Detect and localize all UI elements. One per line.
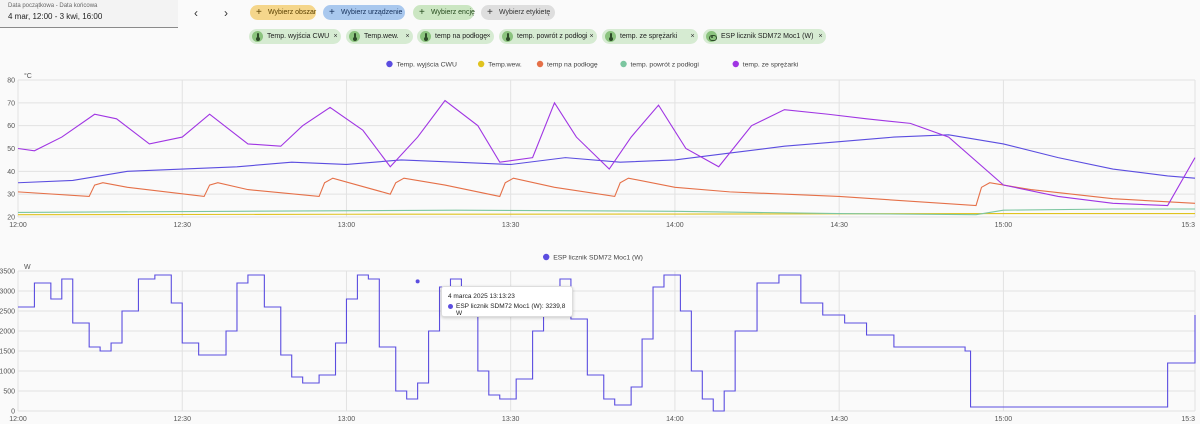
power-chart: 0 500 1000 1500 2000 2500 3000 3500 W 12:00 12:30 1… (0, 253, 1196, 423)
remove-chip-button[interactable]: × (405, 33, 410, 40)
thermometer-icon (252, 31, 263, 42)
target-picker-label: Wybierz encję (431, 9, 475, 16)
y-tick-label: 40 (7, 169, 15, 176)
legend-marker (477, 60, 485, 68)
y-tick-label: 1000 (0, 369, 15, 376)
tooltip-point (415, 279, 420, 284)
thermometer-icon (502, 31, 513, 42)
entity-chip[interactable]: temp. powrót z podłogi × (499, 29, 597, 44)
series-line (17, 134, 1196, 184)
x-tick-label: 12:30 (173, 222, 191, 229)
y-tick-label: 0 (11, 409, 15, 416)
target-picker-label: Wybierz etykietę (499, 9, 551, 16)
thermometer-icon (605, 31, 616, 42)
entity-chip-label: temp. ze sprężarki (620, 33, 678, 40)
thermometer-icon (349, 31, 360, 42)
entity-chip[interactable]: temp. ze sprężarki × (602, 29, 698, 44)
legend-label: temp. powrót z podłogi (631, 62, 700, 69)
entity-chip-label: Temp. wyjścia CWU (267, 33, 330, 40)
legend-label: temp. ze sprężarki (743, 62, 799, 69)
legend-marker (543, 253, 550, 261)
date-range-picker[interactable]: Data początkowa - Data końcowa 4 mar, 12… (0, 0, 178, 28)
y-tick-label: 3000 (0, 289, 15, 296)
y-tick-label: 20 (7, 215, 15, 222)
remove-chip-button[interactable]: × (818, 33, 823, 40)
series-line (17, 213, 1195, 216)
next-period-button[interactable]: › (224, 6, 228, 20)
plus-icon: + (419, 7, 425, 18)
target-picker-2[interactable]: + Wybierz encję (413, 5, 475, 20)
remove-chip-button[interactable]: × (486, 33, 491, 40)
remove-chip-button[interactable]: × (333, 33, 338, 40)
x-tick-label: 14:30 (830, 222, 848, 229)
legend-marker (536, 60, 544, 68)
entity-chip-label: temp na podłogę (435, 33, 488, 40)
date-range-label: Data początkowa - Data końcowa (8, 3, 98, 9)
x-tick-label: 13:30 (502, 416, 520, 423)
x-tick-label: 13:30 (502, 222, 520, 229)
y-tick-label: 70 (7, 100, 15, 107)
legend-marker (620, 60, 627, 68)
x-tick-label: 13:00 (338, 416, 356, 423)
plus-icon: + (256, 7, 262, 18)
y-tick-label: 3500 (0, 269, 15, 276)
entity-chip-label: Temp.wew. (364, 33, 399, 40)
legend-label: ESP licznik SDM72 Moc1 (W) (553, 255, 643, 262)
remove-chip-button[interactable]: × (589, 33, 594, 40)
entity-chip[interactable]: Temp.wew. × (346, 29, 413, 44)
legend-label: Temp.wew. (488, 62, 522, 69)
temperature-chart: 20 30 40 50 60 70 80 °C 12:00 12:30 13:00 13:30 14:0… (7, 60, 1196, 229)
x-tick-label: 15:3 (1181, 222, 1195, 229)
series-line (17, 177, 1196, 207)
x-tick-label: 15:00 (995, 222, 1013, 229)
x-tick-label: 15:00 (995, 416, 1013, 423)
thermometer-icon (420, 31, 431, 42)
y-tick-label: 2500 (0, 309, 15, 316)
plus-icon: + (329, 7, 335, 18)
target-picker-0[interactable]: + Wybierz obszar (250, 5, 316, 20)
y-tick-label: 500 (3, 389, 15, 396)
x-tick-label: 14:00 (666, 222, 684, 229)
target-picker-3[interactable]: + Wybierz etykietę (481, 5, 555, 20)
plus-icon: + (487, 7, 493, 18)
series-line (17, 208, 1195, 216)
remove-chip-button[interactable]: × (690, 33, 695, 40)
entity-chip[interactable]: ESP licznik SDM72 Moc1 (W) × (703, 29, 826, 44)
x-tick-label: 15:3 (1181, 416, 1195, 423)
target-picker-label: Wybierz obszar (268, 9, 317, 16)
y-tick-label: 50 (7, 146, 15, 153)
tooltip-date: 4 marca 2025 13:13:23 (448, 293, 515, 300)
entity-chip[interactable]: Temp. wyjścia CWU × (249, 29, 341, 44)
target-picker-label: Wybierz urządzenie (341, 9, 403, 16)
entity-chip-label: ESP licznik SDM72 Moc1 (W) (721, 33, 814, 40)
x-tick-label: 12:00 (9, 416, 27, 423)
prev-period-button[interactable]: ‹ (194, 6, 198, 20)
x-tick-label: 12:00 (9, 222, 27, 229)
legend-label: Temp. wyjścia CWU (396, 62, 457, 69)
legend-label: temp na podłogę (547, 62, 598, 69)
x-tick-label: 14:00 (666, 416, 684, 423)
y-tick-label: 60 (7, 123, 15, 130)
legend-marker (386, 60, 393, 68)
eye-icon (706, 31, 717, 42)
series-line (17, 99, 1196, 207)
tooltip-series-marker (448, 304, 453, 309)
target-picker-1[interactable]: + Wybierz urządzenie (323, 5, 405, 20)
y-unit-label: °C (24, 72, 32, 80)
legend-marker (732, 60, 739, 68)
x-tick-label: 12:30 (173, 416, 191, 423)
x-tick-label: 14:30 (830, 416, 848, 423)
chart-tooltip: 4 marca 2025 13:13:23 ESP licznik SDM72 … (441, 286, 573, 317)
tooltip-value: ESP licznik SDM72 Moc1 (W): 3239,8 W (456, 303, 566, 317)
x-tick-label: 13:00 (338, 222, 356, 229)
y-unit-label: W (24, 264, 31, 271)
date-range-value: 4 mar, 12:00 - 3 kwi, 16:00 (8, 12, 103, 21)
entity-chip-label: temp. powrót z podłogi (517, 33, 588, 40)
y-tick-label: 2000 (0, 329, 15, 336)
y-tick-label: 80 (7, 78, 15, 85)
entity-chip[interactable]: temp na podłogę × (417, 29, 494, 44)
y-tick-label: 1500 (0, 349, 15, 356)
y-tick-label: 30 (7, 192, 15, 199)
